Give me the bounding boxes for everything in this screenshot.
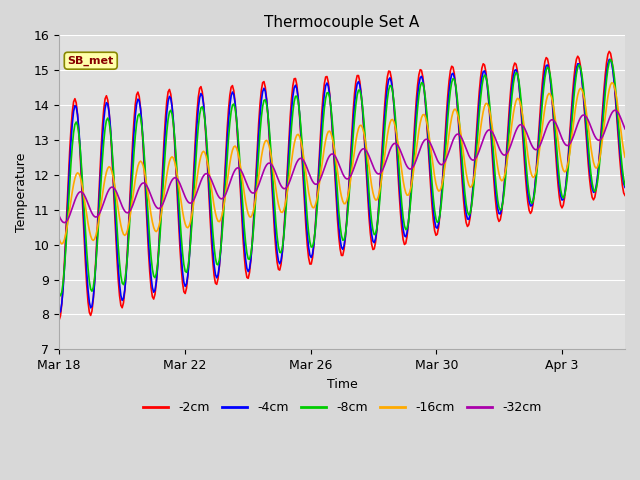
Title: Thermocouple Set A: Thermocouple Set A [264,15,420,30]
X-axis label: Time: Time [326,378,358,391]
Legend: -2cm, -4cm, -8cm, -16cm, -32cm: -2cm, -4cm, -8cm, -16cm, -32cm [138,396,547,420]
Text: SB_met: SB_met [68,56,114,66]
Y-axis label: Temperature: Temperature [15,153,28,232]
